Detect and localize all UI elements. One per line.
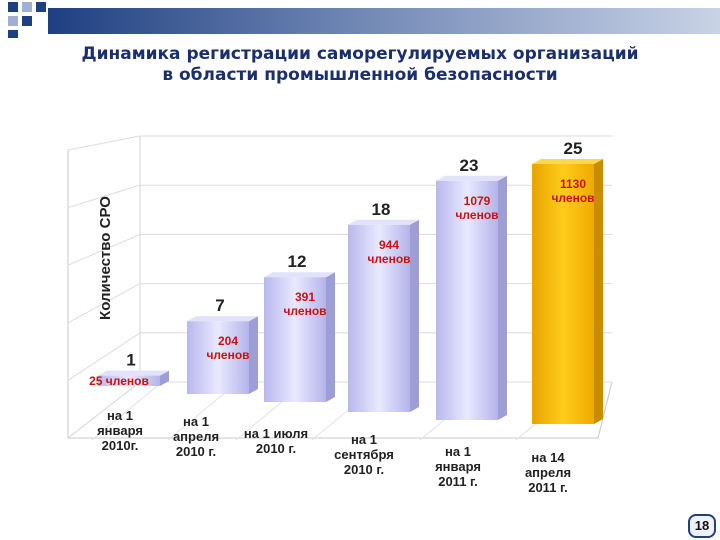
bar (436, 180, 498, 420)
floor-edge (597, 381, 613, 439)
category-label: января (97, 423, 143, 438)
member-count-label: 1079 (464, 194, 491, 208)
gridline (67, 283, 141, 324)
category-label: на 1 июля (244, 426, 308, 441)
gridline (67, 381, 141, 439)
slide-title: Динамика регистрации саморегулируемых ор… (40, 44, 680, 86)
bar-side (410, 219, 419, 412)
member-count-label: членов (283, 304, 326, 318)
gridline (67, 135, 141, 151)
category-label: 2010г. (102, 438, 139, 453)
category-label: на 1 (183, 414, 209, 429)
gridline (67, 233, 141, 266)
value-label: 25 (564, 139, 583, 158)
bar-side (160, 370, 169, 386)
gridlines (67, 135, 613, 441)
member-count-label: 391 (295, 290, 315, 304)
gridline (67, 332, 141, 381)
member-count-label: 1130 (560, 177, 586, 191)
category-label: 2010 г. (344, 462, 384, 477)
value-label: 7 (215, 296, 224, 315)
y-axis-label: Количество СРО (97, 196, 114, 320)
bars (98, 159, 603, 424)
gridline (67, 184, 141, 209)
bar-side (249, 316, 258, 394)
member-count-label: 25 членов (89, 374, 149, 388)
member-count-label: 204 (218, 334, 238, 348)
category-label: 2011 г. (528, 480, 568, 495)
bar-top (436, 175, 507, 181)
member-count-label: 944 (379, 238, 399, 252)
value-label: 12 (288, 252, 307, 271)
member-count-label: членов (455, 208, 498, 222)
value-label: 1 (126, 351, 135, 370)
bar-top (264, 272, 335, 278)
decorative-squares (8, 2, 46, 38)
category-label: 2011 г. (438, 474, 478, 489)
value-label: 18 (372, 200, 391, 219)
bar (532, 164, 594, 424)
bar (98, 375, 160, 386)
category-label: апреля (525, 465, 571, 480)
bar (264, 277, 326, 402)
title-line-2: в области промышленной безопасности (162, 65, 558, 85)
header-band (48, 8, 720, 34)
member-count-label: членов (367, 252, 410, 266)
page-number-badge: 18 (688, 514, 716, 538)
category-label: 2010 г. (176, 444, 216, 459)
bar (187, 321, 249, 394)
category-label: на 14 (531, 450, 565, 465)
bar (348, 224, 410, 412)
bar-side (594, 159, 603, 424)
bar-top (532, 159, 603, 164)
member-count-label: членов (206, 348, 249, 362)
category-label: на 1 (351, 432, 377, 447)
data-labels: 125 членов7204членов12391членов18944член… (89, 139, 594, 388)
category-label: на 1 (445, 444, 471, 459)
floor-separator (91, 381, 163, 441)
category-label: на 1 (107, 408, 133, 423)
category-label: апреля (173, 429, 219, 444)
value-label: 23 (460, 156, 479, 175)
bar-side (498, 175, 507, 420)
bar-top (98, 370, 169, 376)
bar-top (348, 219, 419, 225)
title-line-1: Динамика регистрации саморегулируемых ор… (81, 44, 639, 64)
category-label: 2010 г. (256, 441, 296, 456)
member-count-label: членов (551, 191, 594, 205)
category-label: сентября (334, 447, 394, 462)
bar-side (326, 272, 335, 402)
bar-top (187, 316, 258, 322)
category-label: января (435, 459, 481, 474)
